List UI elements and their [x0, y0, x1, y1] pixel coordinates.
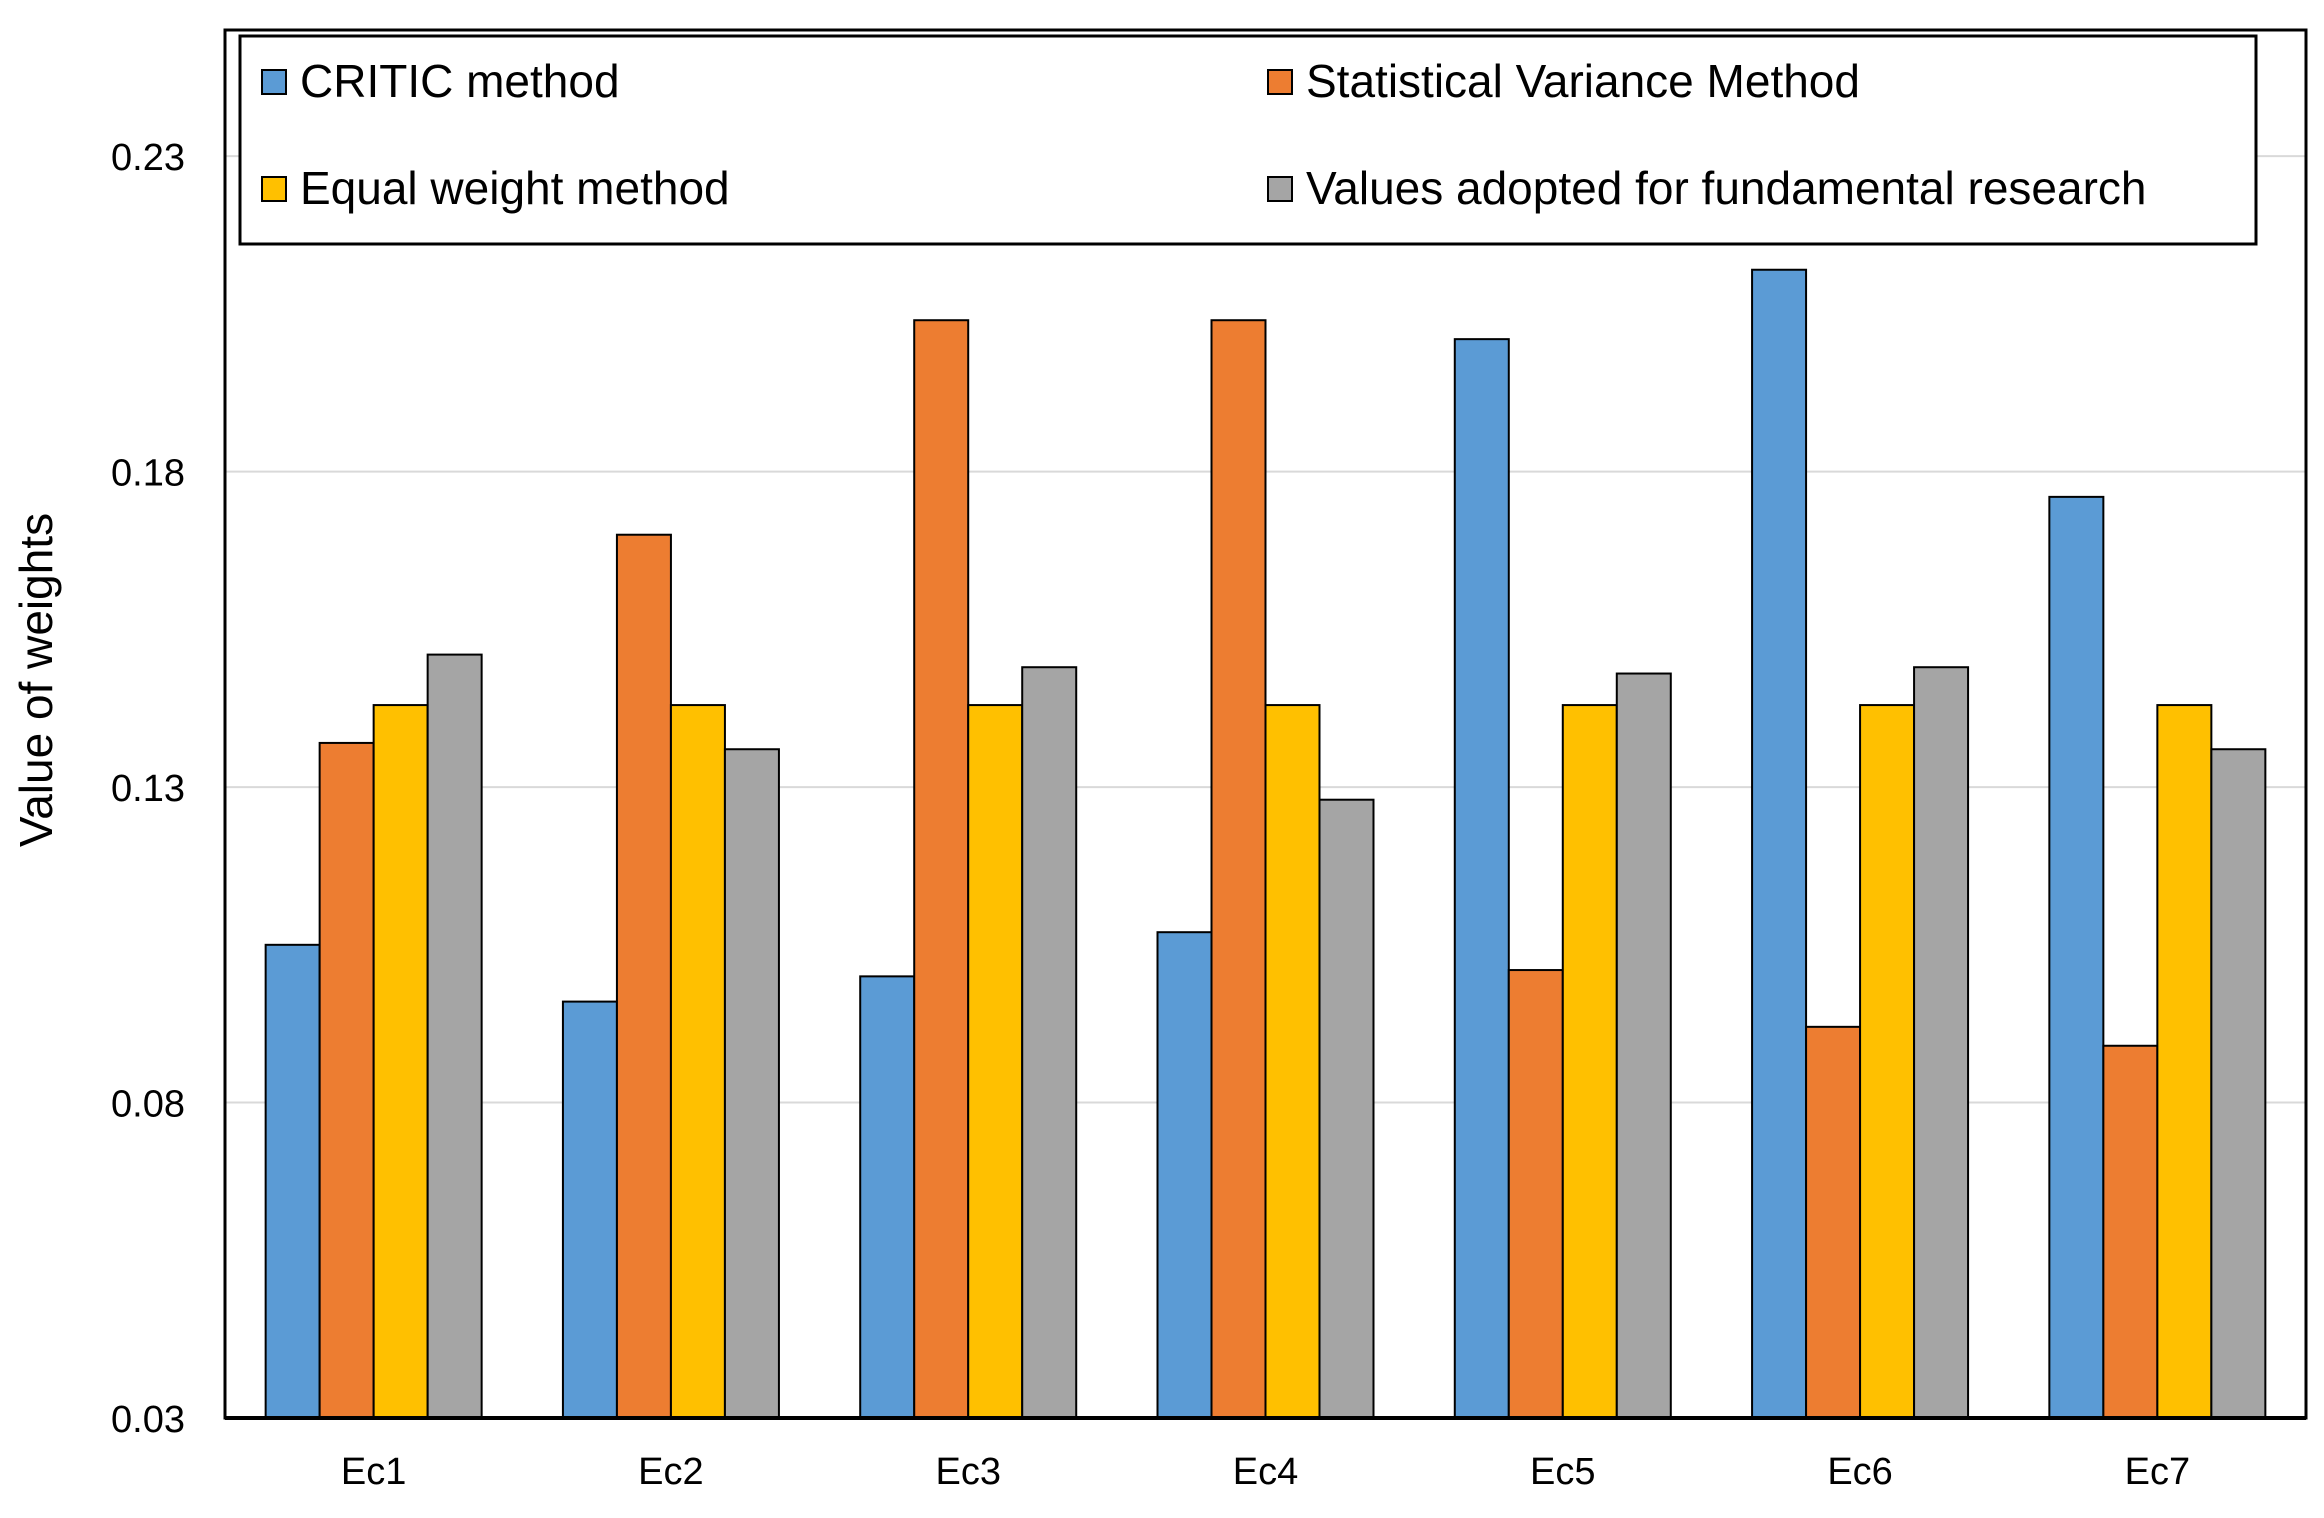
y-tick-label: 0.03 [111, 1399, 185, 1441]
bar [1913, 666, 1970, 1419]
y-tick-label: 0.13 [111, 768, 185, 810]
bar [1264, 704, 1321, 1419]
x-tick-label: Ec3 [935, 1451, 1000, 1493]
legend-label: CRITIC method [300, 55, 620, 107]
legend-label: Values adopted for fundamental research [1306, 162, 2146, 214]
legend-label: Statistical Variance Method [1306, 55, 1860, 107]
bars [264, 268, 2267, 1420]
bar [913, 319, 970, 1420]
bar [426, 653, 483, 1419]
y-tick-label: 0.23 [111, 137, 185, 179]
bar [1210, 319, 1267, 1420]
x-tick-labels: Ec1 Ec2 Ec3 Ec4 Ec5 Ec6 Ec7 [341, 1451, 2190, 1493]
y-tick-label: 0.08 [111, 1084, 185, 1126]
bar [1615, 672, 1672, 1419]
bar [318, 741, 375, 1419]
bar [1751, 268, 1808, 1419]
bar [1859, 704, 1916, 1419]
bar [1507, 969, 1564, 1420]
bar [561, 1000, 618, 1419]
x-tick-label: Ec6 [1827, 1451, 1892, 1493]
bar [2156, 704, 2213, 1419]
bar [1156, 931, 1213, 1419]
legend: CRITIC method Statistical Variance Method… [238, 34, 2258, 246]
x-tick-label: Ec4 [1233, 1451, 1298, 1493]
bar [1453, 338, 1510, 1419]
legend-swatch [1267, 69, 1293, 95]
bar [1805, 1025, 1862, 1419]
bar [372, 704, 429, 1419]
bar [2210, 748, 2267, 1419]
y-tick-label: 0.18 [111, 453, 185, 495]
bar [1021, 666, 1078, 1419]
legend-swatch [261, 69, 287, 95]
legend-swatch [1267, 176, 1293, 202]
x-tick-label: Ec2 [638, 1451, 703, 1493]
bar [2102, 1044, 2159, 1420]
x-tick-label: Ec1 [341, 1451, 406, 1493]
y-axis-title: Value of weights [10, 513, 62, 847]
legend-swatch [261, 176, 287, 202]
bar [723, 748, 780, 1419]
legend-label: Equal weight method [300, 162, 730, 214]
x-tick-label: Ec7 [2125, 1451, 2190, 1493]
bar [967, 704, 1024, 1419]
bar [2048, 495, 2105, 1419]
bar [615, 533, 672, 1419]
bar [264, 943, 321, 1419]
axes [223, 28, 2308, 1420]
bar [1318, 798, 1375, 1419]
bar [669, 704, 726, 1419]
legend-box [238, 34, 2258, 246]
y-tick-labels: 0.03 0.08 0.13 0.18 0.23 [111, 137, 185, 1441]
bar [1561, 704, 1618, 1419]
x-tick-label: Ec5 [1530, 1451, 1595, 1493]
bar [859, 975, 916, 1419]
